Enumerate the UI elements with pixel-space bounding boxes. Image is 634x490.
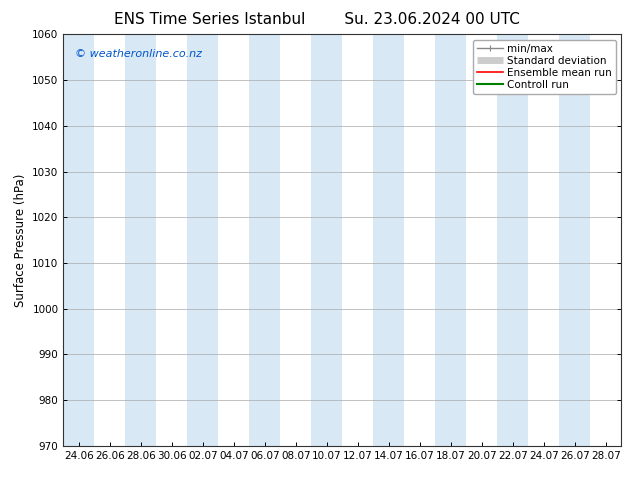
Bar [497, 34, 528, 446]
Text: © weatheronline.co.nz: © weatheronline.co.nz [75, 49, 202, 59]
Bar [311, 34, 342, 446]
Bar [157, 34, 188, 446]
Bar [404, 34, 436, 446]
Bar [94, 34, 126, 446]
Bar [436, 34, 467, 446]
Bar [249, 34, 280, 446]
Bar [126, 34, 157, 446]
Bar [373, 34, 404, 446]
Y-axis label: Surface Pressure (hPa): Surface Pressure (hPa) [14, 173, 27, 307]
Bar [590, 34, 621, 446]
Bar [63, 34, 94, 446]
Text: ENS Time Series Istanbul        Su. 23.06.2024 00 UTC: ENS Time Series Istanbul Su. 23.06.2024 … [114, 12, 520, 27]
Legend: min/max, Standard deviation, Ensemble mean run, Controll run: min/max, Standard deviation, Ensemble me… [473, 40, 616, 94]
Bar [218, 34, 249, 446]
Bar [188, 34, 218, 446]
Bar [342, 34, 373, 446]
Bar [467, 34, 497, 446]
Bar [280, 34, 311, 446]
Bar [559, 34, 590, 446]
Bar [528, 34, 559, 446]
